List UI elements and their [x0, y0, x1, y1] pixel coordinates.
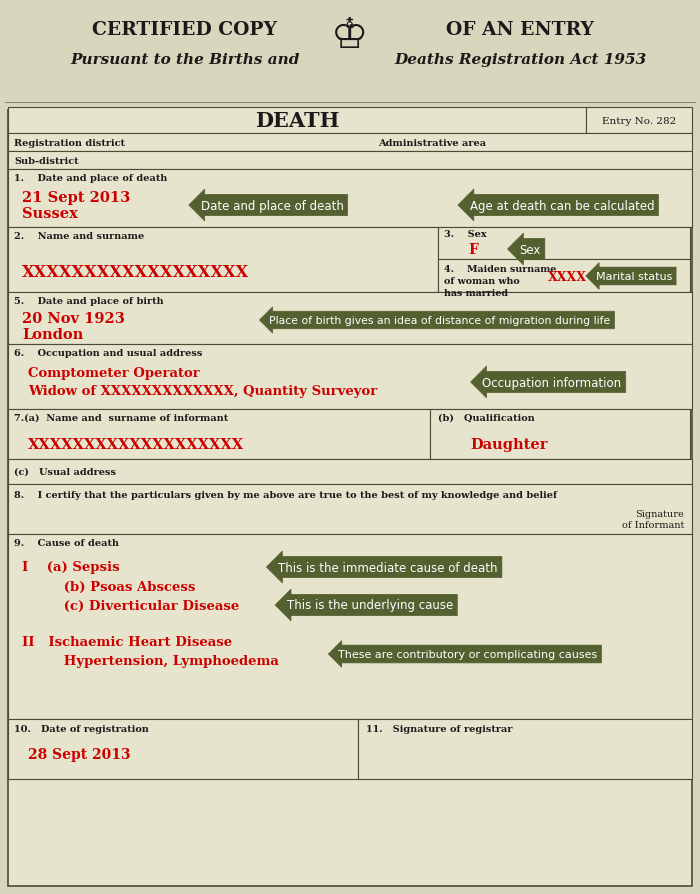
Text: Deaths Registration Act 1953: Deaths Registration Act 1953: [394, 53, 646, 67]
Text: These are contributory or complicating causes: These are contributory or complicating c…: [338, 649, 598, 659]
Text: ♔: ♔: [331, 15, 369, 57]
Bar: [430, 409, 690, 460]
Text: II   Ischaemic Heart Disease: II Ischaemic Heart Disease: [22, 636, 232, 649]
Bar: [8, 292, 692, 344]
Text: Marital status: Marital status: [596, 272, 672, 282]
Text: 1.    Date and place of death: 1. Date and place of death: [14, 173, 167, 182]
Bar: [358, 719, 692, 780]
Text: DEATH: DEATH: [255, 111, 340, 131]
Text: F: F: [468, 243, 478, 257]
Bar: [8, 719, 358, 780]
Text: Administrative area: Administrative area: [378, 139, 486, 148]
Bar: [8, 485, 692, 535]
Text: Signature
of Informant: Signature of Informant: [622, 510, 684, 529]
Text: 6.    Occupation and usual address: 6. Occupation and usual address: [14, 348, 202, 357]
Text: 28 Sept 2013: 28 Sept 2013: [28, 747, 131, 761]
Text: 21 Sept 2013: 21 Sept 2013: [22, 190, 130, 205]
Text: Widow of XXXXXXXXXXXXX, Quantity Surveyor: Widow of XXXXXXXXXXXXX, Quantity Surveyo…: [28, 384, 377, 397]
Text: CERTIFIED COPY: CERTIFIED COPY: [92, 21, 277, 39]
Text: Sub-district: Sub-district: [14, 156, 78, 165]
Text: Sussex: Sussex: [22, 207, 78, 221]
Text: 10.   Date of registration: 10. Date of registration: [14, 723, 149, 733]
Bar: [8, 152, 692, 170]
Text: (c)   Usual address: (c) Usual address: [14, 468, 116, 477]
Text: Place of birth gives an idea of distance of migration during life: Place of birth gives an idea of distance…: [270, 316, 610, 325]
Bar: [586, 108, 692, 134]
Bar: [8, 409, 430, 460]
Text: Registration district: Registration district: [14, 139, 125, 148]
Text: (b) Psoas Abscess: (b) Psoas Abscess: [36, 580, 195, 593]
Text: 9.    Cause of death: 9. Cause of death: [14, 539, 119, 548]
Bar: [438, 228, 690, 260]
Text: XXXX: XXXX: [548, 270, 587, 283]
Text: I    (a) Sepsis: I (a) Sepsis: [22, 561, 120, 574]
Text: XXXXXXXXXXXXXXXXXX: XXXXXXXXXXXXXXXXXX: [22, 263, 249, 280]
Text: Daughter: Daughter: [470, 437, 547, 451]
Bar: [8, 108, 692, 886]
Bar: [8, 134, 692, 152]
Bar: [8, 108, 586, 134]
Text: (c) Diverticular Disease: (c) Diverticular Disease: [36, 599, 239, 611]
Text: 7.(a)  Name and  surname of informant: 7.(a) Name and surname of informant: [14, 413, 228, 422]
Text: Date and place of death: Date and place of death: [201, 199, 344, 212]
Text: Age at death can be calculated: Age at death can be calculated: [470, 199, 654, 212]
Text: 20 Nov 1923: 20 Nov 1923: [22, 312, 125, 325]
Text: 4.    Maiden surname
of woman who
has married: 4. Maiden surname of woman who has marri…: [444, 265, 556, 298]
Text: Sex: Sex: [519, 243, 540, 257]
Text: London: London: [22, 327, 83, 342]
Bar: [8, 228, 438, 292]
Text: ❧: ❧: [345, 22, 355, 32]
Text: Occupation information: Occupation information: [482, 376, 622, 389]
Text: This is the underlying cause: This is the underlying cause: [287, 599, 453, 611]
Text: Pursuant to the Births and: Pursuant to the Births and: [70, 53, 300, 67]
Text: Entry No. 282: Entry No. 282: [602, 116, 676, 125]
Text: OF AN ENTRY: OF AN ENTRY: [446, 21, 594, 39]
Text: This is the immediate cause of death: This is the immediate cause of death: [279, 561, 498, 574]
Text: 11.   Signature of registrar: 11. Signature of registrar: [366, 723, 512, 733]
Bar: [0, 0, 700, 110]
Text: 2.    Name and surname: 2. Name and surname: [14, 232, 144, 240]
Text: XXXXXXXXXXXXXXXXXXX: XXXXXXXXXXXXXXXXXXX: [28, 437, 244, 451]
Text: 5.    Date and place of birth: 5. Date and place of birth: [14, 296, 164, 305]
Bar: [8, 460, 692, 485]
Bar: [438, 260, 690, 292]
Bar: [8, 170, 692, 228]
Text: (b)   Qualification: (b) Qualification: [438, 413, 535, 422]
Bar: [8, 344, 692, 409]
Text: 8.    I certify that the particulars given by me above are true to the best of m: 8. I certify that the particulars given …: [14, 490, 557, 499]
Text: Hypertension, Lymphoedema: Hypertension, Lymphoedema: [36, 654, 279, 668]
Text: Comptometer Operator: Comptometer Operator: [28, 366, 199, 379]
Bar: [8, 535, 692, 719]
Text: 3.    Sex: 3. Sex: [444, 229, 486, 238]
